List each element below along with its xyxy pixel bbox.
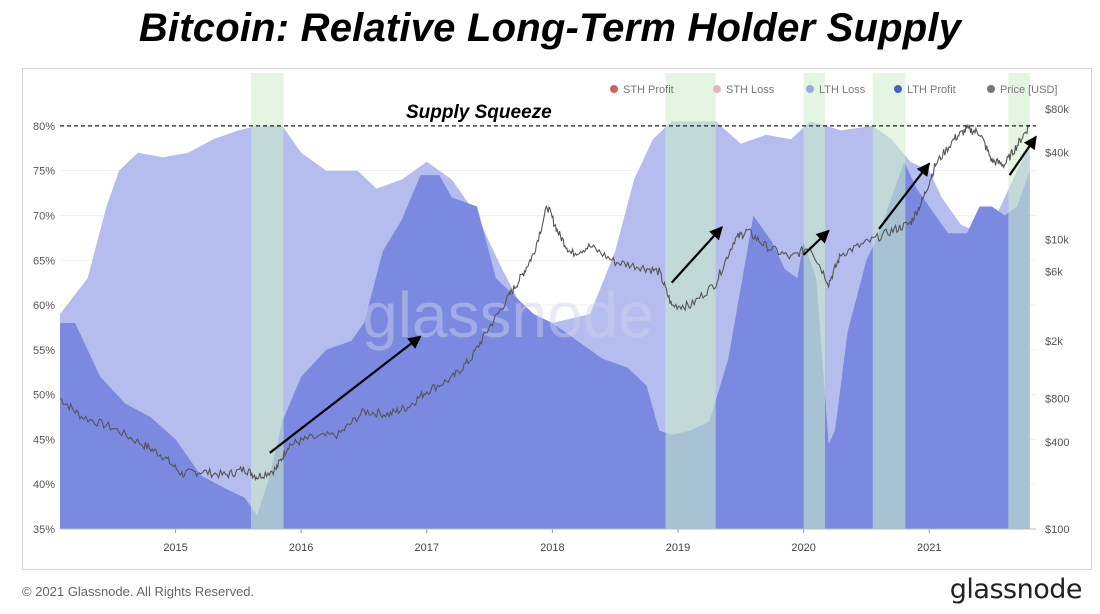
y-right-tick-label: $400 <box>1045 437 1069 449</box>
axis-layer: 35% 40% 45% 50% 55% 60% 65% 70% 75% 80% $100 $400 $8… <box>33 104 1069 554</box>
legend-swatch <box>987 85 995 93</box>
squeeze-band <box>1008 73 1030 529</box>
legend-swatch <box>610 85 618 93</box>
y-right-tick-label: $40k <box>1045 148 1069 160</box>
y-left-tick-label: 55% <box>33 345 55 357</box>
x-tick-label: 2018 <box>540 542 564 554</box>
chart-title: Bitcoin: Relative Long-Term Holder Suppl… <box>138 6 962 50</box>
legend-label: LTH Loss <box>819 84 866 96</box>
x-tick-label: 2017 <box>415 542 439 554</box>
x-tick-label: 2016 <box>289 542 313 554</box>
legend: STH Profit STH Loss LTH Loss LTH Profit Pric… <box>610 84 1057 96</box>
y-right-tick-label: $2k <box>1045 336 1063 348</box>
y-left-tick-label: 40% <box>33 479 55 491</box>
x-tick-label: 2019 <box>666 542 690 554</box>
squeeze-bands <box>250 73 1030 529</box>
brand-logo-text: glassnode <box>949 574 1083 605</box>
y-left-tick-label: 70% <box>33 210 55 222</box>
y-left-tick-label: 65% <box>33 255 55 267</box>
legend-label: STH Profit <box>623 84 674 96</box>
copyright-text: © 2021 Glassnode. All Rights Reserved. <box>22 584 255 599</box>
y-left-tick-label: 60% <box>33 300 55 312</box>
x-tick-label: 2020 <box>791 542 815 554</box>
squeeze-band <box>665 73 716 529</box>
watermark: glassnode <box>362 279 654 351</box>
squeeze-band <box>250 73 284 529</box>
trend-arrow <box>670 226 723 284</box>
chart-frame: glassnode Supply Squeeze 35% 40% 45% 50% 55%… <box>22 68 1092 570</box>
price-line-layer <box>59 123 1031 482</box>
legend-swatch <box>894 85 902 93</box>
y-left-tick-label: 35% <box>33 524 55 536</box>
y-right-tick-label: $800 <box>1045 393 1069 405</box>
trend-arrow <box>269 335 422 454</box>
squeeze-band <box>803 73 825 529</box>
squeeze-band <box>872 73 906 529</box>
legend-label: Price [USD] <box>1000 84 1057 96</box>
annotation-layer: Supply Squeeze <box>60 102 1037 454</box>
y-right-tick-label: $6k <box>1045 267 1063 279</box>
trend-arrow <box>802 229 830 256</box>
legend-label: STH Loss <box>726 84 775 96</box>
y-right-tick-label: $80k <box>1045 104 1069 116</box>
legend-swatch <box>806 85 814 93</box>
chart-svg: glassnode Supply Squeeze 35% 40% 45% 50% 55%… <box>33 73 1069 554</box>
y-left-tick-label: 80% <box>33 121 55 133</box>
trend-arrow <box>878 162 931 230</box>
y-left-tick-label: 45% <box>33 434 55 446</box>
y-left-tick-label: 50% <box>33 390 55 402</box>
y-left-tick-label: 75% <box>33 166 55 178</box>
y-right-tick-label: $10k <box>1045 235 1069 247</box>
supply-squeeze-label: Supply Squeeze <box>406 102 552 123</box>
trend-arrow <box>1008 135 1037 176</box>
legend-swatch <box>713 85 721 93</box>
lth-profit-area <box>60 161 1030 529</box>
legend-label: LTH Profit <box>907 84 956 96</box>
price-line <box>59 123 1031 482</box>
y-right-tick-label: $100 <box>1045 524 1069 536</box>
x-tick-label: 2021 <box>917 542 941 554</box>
x-tick-label: 2015 <box>163 542 187 554</box>
